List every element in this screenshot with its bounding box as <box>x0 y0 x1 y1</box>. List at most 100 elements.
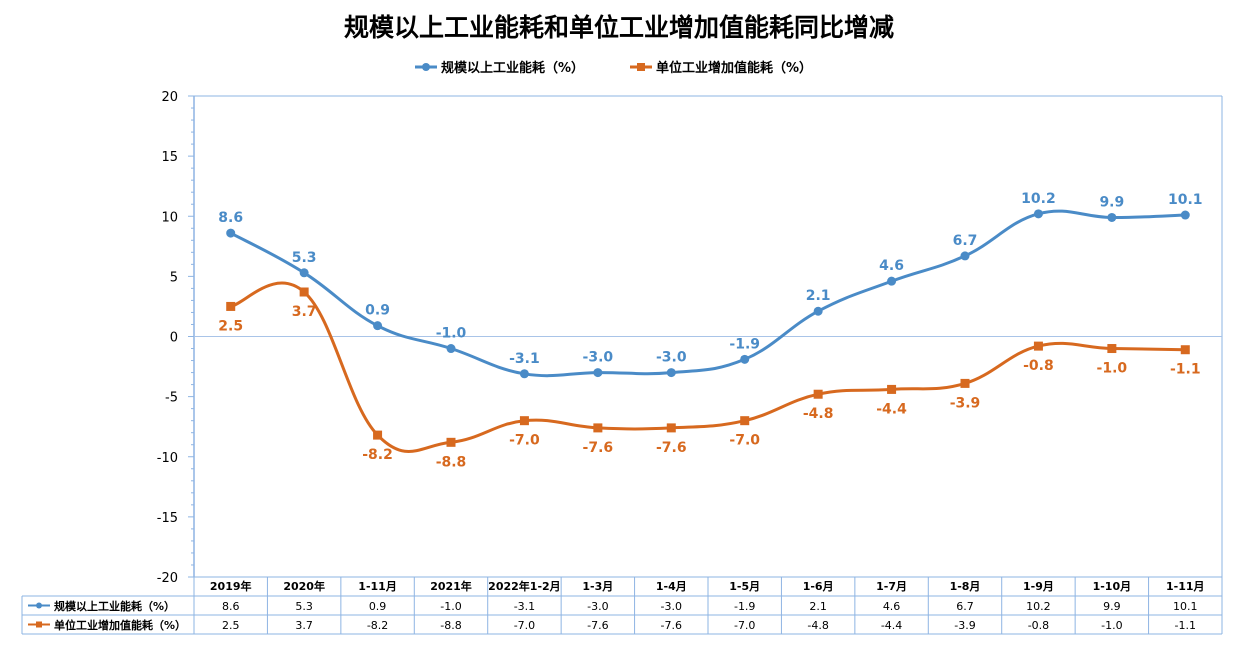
y-tick-label: 10 <box>161 210 178 225</box>
x-tick-label: 1-11月 <box>1166 580 1205 593</box>
data-point-1 <box>519 416 529 426</box>
table-cell: 9.9 <box>1103 600 1121 613</box>
data-label-1: -7.0 <box>729 433 760 449</box>
data-point-1 <box>299 287 309 297</box>
y-tick-label: 5 <box>170 270 178 285</box>
table-legend-marker-0 <box>36 602 42 609</box>
data-point-1 <box>446 437 456 447</box>
data-label-0: -3.1 <box>509 351 540 367</box>
table-cell: 2.5 <box>222 619 240 632</box>
table-cell: -3.9 <box>954 619 975 632</box>
y-tick-label: 15 <box>161 150 178 165</box>
x-tick-label: 1-4月 <box>656 580 687 593</box>
data-label-1: -0.8 <box>1023 358 1054 374</box>
table-cell: -3.1 <box>514 600 535 613</box>
x-tick-label: 1-9月 <box>1023 580 1054 593</box>
x-tick-label: 1-8月 <box>950 580 981 593</box>
x-tick-label: 2020年 <box>283 579 325 593</box>
data-label-0: -1.0 <box>436 326 467 342</box>
table-cell: 2.1 <box>809 600 827 613</box>
data-label-0: 0.9 <box>365 303 390 319</box>
data-label-0: 4.6 <box>879 258 904 274</box>
data-point-1 <box>1033 341 1043 351</box>
data-label-0: 5.3 <box>292 250 317 266</box>
data-label-1: -8.8 <box>436 454 467 470</box>
data-label-0: 2.1 <box>806 288 831 304</box>
data-point-0 <box>1180 210 1190 220</box>
y-tick-label: -10 <box>157 451 178 466</box>
table-cell: -1.9 <box>734 600 755 613</box>
table-cell: -1.0 <box>440 600 461 613</box>
legend-label-0: 规模以上工业能耗（%） <box>441 60 584 76</box>
data-point-0 <box>1107 212 1117 222</box>
table-cell: 5.3 <box>295 600 313 613</box>
legend-label-1: 单位工业增加值能耗（%） <box>656 60 812 76</box>
series-line-1 <box>230 281 1186 453</box>
table-cell: 10.1 <box>1173 600 1198 613</box>
chart-title: 规模以上工业能耗和单位工业增加值能耗同比增减 <box>344 13 894 42</box>
table-cell: 4.6 <box>883 600 901 613</box>
y-tick-label: -15 <box>157 511 178 526</box>
data-point-1 <box>1180 345 1190 355</box>
table-cell: -0.8 <box>1028 619 1049 632</box>
table-cell: 0.9 <box>369 600 387 613</box>
table-cell: 10.2 <box>1026 600 1051 613</box>
data-label-0: 10.1 <box>1168 192 1203 208</box>
data-point-1 <box>666 423 676 433</box>
table-cell: -7.6 <box>587 619 608 632</box>
data-label-1: -1.1 <box>1170 362 1201 378</box>
table-cell: -7.0 <box>734 619 755 632</box>
data-label-1: -7.6 <box>583 440 614 456</box>
data-label-1: -7.0 <box>509 433 540 449</box>
table-row-label-0: 规模以上工业能耗（%） <box>54 599 175 613</box>
y-tick-label: -5 <box>165 391 178 406</box>
x-tick-label: 1-10月 <box>1093 580 1132 593</box>
data-label-1: -4.4 <box>876 401 907 417</box>
x-tick-label: 1-11月 <box>358 580 397 593</box>
data-point-0 <box>1033 209 1043 219</box>
x-tick-label: 2022年1-2月 <box>488 579 561 593</box>
table-cell: -4.4 <box>881 619 902 632</box>
data-label-0: -3.0 <box>583 350 614 366</box>
table-legend-marker-1 <box>36 621 42 628</box>
table-cell: 8.6 <box>222 600 240 613</box>
data-label-0: 8.6 <box>218 210 243 226</box>
x-tick-label: 1-5月 <box>729 580 760 593</box>
data-label-0: -3.0 <box>656 350 687 366</box>
table-cell: -8.8 <box>440 619 461 632</box>
data-point-0 <box>813 306 823 316</box>
y-tick-label: 20 <box>161 90 178 105</box>
data-label-1: -4.8 <box>803 406 834 422</box>
table-cell: -8.2 <box>367 619 388 632</box>
data-point-0 <box>593 368 603 378</box>
data-label-0: 9.9 <box>1099 194 1124 210</box>
data-point-1 <box>740 416 750 426</box>
data-point-1 <box>373 430 383 440</box>
legend-marker-1 <box>637 63 645 71</box>
table-cell: -7.0 <box>514 619 535 632</box>
x-tick-label: 1-7月 <box>876 580 907 593</box>
data-label-0: 10.2 <box>1021 191 1056 207</box>
data-point-0 <box>666 368 676 378</box>
table-cell: -4.8 <box>807 619 828 632</box>
x-tick-label: 1-3月 <box>582 580 613 593</box>
data-label-1: 3.7 <box>292 304 317 320</box>
data-point-1 <box>813 389 823 399</box>
data-point-0 <box>960 251 970 261</box>
data-label-1: 2.5 <box>218 318 243 334</box>
table-row-label-1: 单位工业增加值能耗（%） <box>54 618 186 632</box>
data-point-0 <box>299 268 309 278</box>
table-cell: 3.7 <box>295 619 313 632</box>
data-point-0 <box>373 321 383 331</box>
y-tick-label: -20 <box>157 571 178 586</box>
data-point-0 <box>519 369 529 379</box>
table-cell: 6.7 <box>956 600 974 613</box>
table-cell: -1.0 <box>1101 619 1122 632</box>
table-cell: -7.6 <box>661 619 682 632</box>
data-point-0 <box>446 344 456 354</box>
data-label-1: -7.6 <box>656 440 687 456</box>
data-label-0: -1.9 <box>729 336 760 352</box>
data-label-1: -8.2 <box>362 447 393 463</box>
